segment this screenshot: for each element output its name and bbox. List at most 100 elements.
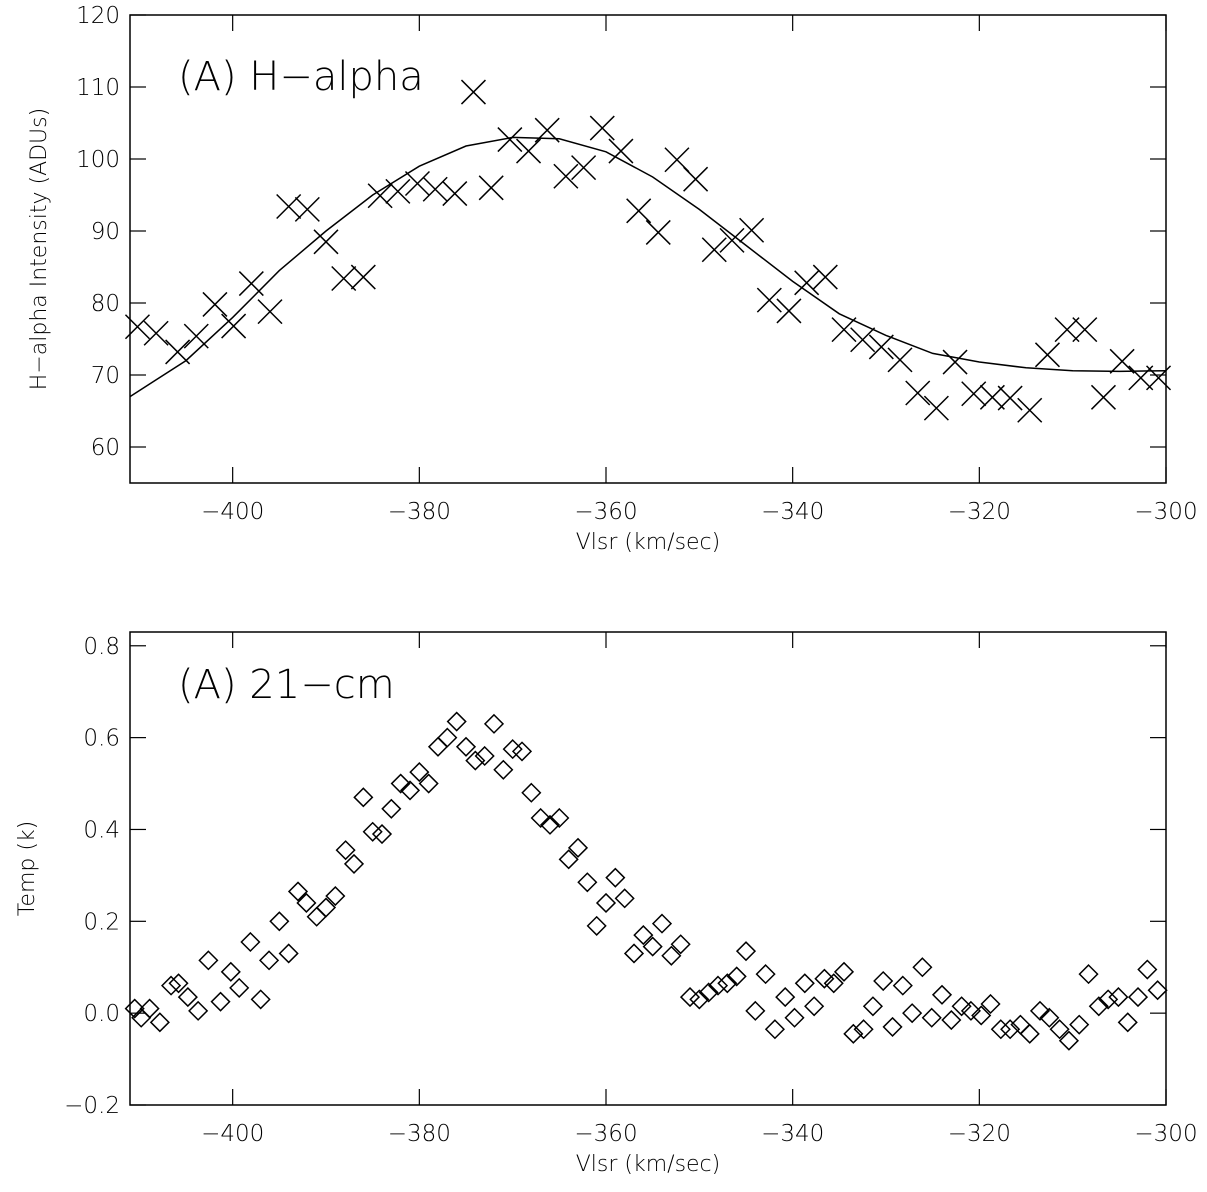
data-point <box>143 320 169 346</box>
y-tick-label: 80 <box>91 291 120 317</box>
x-tick-label: −360 <box>574 1121 637 1147</box>
y-tick-label: 0.0 <box>83 1001 120 1027</box>
y-tick-label: 0.6 <box>83 726 120 752</box>
data-point <box>325 885 346 907</box>
data-point <box>831 317 857 343</box>
data-point <box>315 897 337 918</box>
panel: −400 −380 −360 −340 −320 −300 60 70 80 90 100 110 12… <box>27 3 1198 555</box>
plot-frame <box>129 631 1167 1106</box>
data-point <box>1088 996 1109 1017</box>
data-point <box>1000 1019 1021 1040</box>
data-point <box>511 741 533 762</box>
data-point <box>739 217 765 243</box>
data-point <box>483 713 505 734</box>
data-point <box>961 381 987 407</box>
y-tick-label: −0.2 <box>64 1093 120 1119</box>
data-point <box>404 170 430 197</box>
data-point <box>980 993 1001 1015</box>
data-point <box>530 807 551 829</box>
x-tick-label: −400 <box>201 1121 264 1147</box>
y-tick-label: 0.4 <box>83 817 120 843</box>
data-point <box>707 975 729 996</box>
data-point <box>567 837 589 858</box>
data-point <box>670 934 691 955</box>
data-point <box>719 227 745 253</box>
data-point <box>923 395 949 421</box>
x-tick-label: −400 <box>201 499 264 525</box>
data-point <box>794 973 815 994</box>
data-point <box>902 1003 923 1024</box>
data-point <box>1078 964 1099 985</box>
panel-title: (A) 21−cm <box>178 662 395 708</box>
y-tick-label: 120 <box>76 3 120 29</box>
x-tick-label: −380 <box>388 499 451 525</box>
data-point <box>1034 342 1061 368</box>
data-point <box>478 175 504 201</box>
data-point <box>335 840 356 861</box>
data-point <box>269 911 290 932</box>
data-point <box>553 163 579 189</box>
data-point <box>623 943 645 964</box>
y-tick-label: 110 <box>76 75 120 101</box>
data-point <box>250 989 271 1010</box>
data-point <box>161 975 182 996</box>
data-point <box>882 1016 903 1037</box>
data-point <box>460 79 486 105</box>
x-tick-label: −320 <box>948 499 1011 525</box>
data-point <box>608 138 634 164</box>
data-point <box>1058 1030 1079 1051</box>
data-point <box>990 1019 1011 1040</box>
data-point <box>642 936 663 957</box>
data-point <box>455 736 477 757</box>
data-point <box>756 287 782 313</box>
data-point <box>614 888 635 909</box>
y-axis-label: H−alpha Intensity (ADUs) <box>27 108 52 390</box>
data-point <box>168 973 189 994</box>
data-point <box>296 892 317 914</box>
data-point <box>651 913 673 934</box>
x-axis-label: Vlsr (km/sec) <box>576 530 721 555</box>
data-point <box>589 115 615 141</box>
data-point <box>823 973 844 994</box>
data-point <box>221 313 247 339</box>
data-point <box>558 849 579 870</box>
data-point <box>306 906 327 927</box>
data-point <box>698 982 719 1003</box>
data-point <box>626 198 652 224</box>
data-point <box>764 1019 785 1040</box>
data-point <box>220 961 241 982</box>
data-point <box>784 1007 805 1028</box>
data-point <box>385 178 411 204</box>
data-point <box>287 881 309 902</box>
data-point <box>313 229 339 255</box>
data-point <box>892 975 913 996</box>
data-point <box>717 973 738 994</box>
data-point <box>124 998 145 1019</box>
data-point <box>1072 317 1098 343</box>
data-point <box>257 299 283 325</box>
data-point <box>921 1007 942 1028</box>
data-point <box>539 814 561 835</box>
data-point <box>238 271 264 297</box>
x-tick-label: −320 <box>948 1121 1011 1147</box>
data-point <box>586 915 607 936</box>
data-point <box>912 957 933 978</box>
data-point <box>177 987 198 1008</box>
data-point <box>951 996 972 1017</box>
data-point <box>905 380 931 406</box>
data-point <box>1117 1012 1138 1033</box>
data-point <box>278 943 299 964</box>
data-point <box>595 892 617 914</box>
data-point <box>139 998 160 1019</box>
data-point <box>427 736 449 757</box>
data-point <box>198 950 219 971</box>
data-point <box>534 117 560 143</box>
data-point <box>971 1005 992 1026</box>
data-point <box>183 323 209 349</box>
data-point <box>497 127 523 153</box>
data-point <box>833 961 855 982</box>
data-point <box>843 1023 864 1044</box>
y-tick-label: 90 <box>91 219 120 245</box>
data-point <box>726 966 747 987</box>
